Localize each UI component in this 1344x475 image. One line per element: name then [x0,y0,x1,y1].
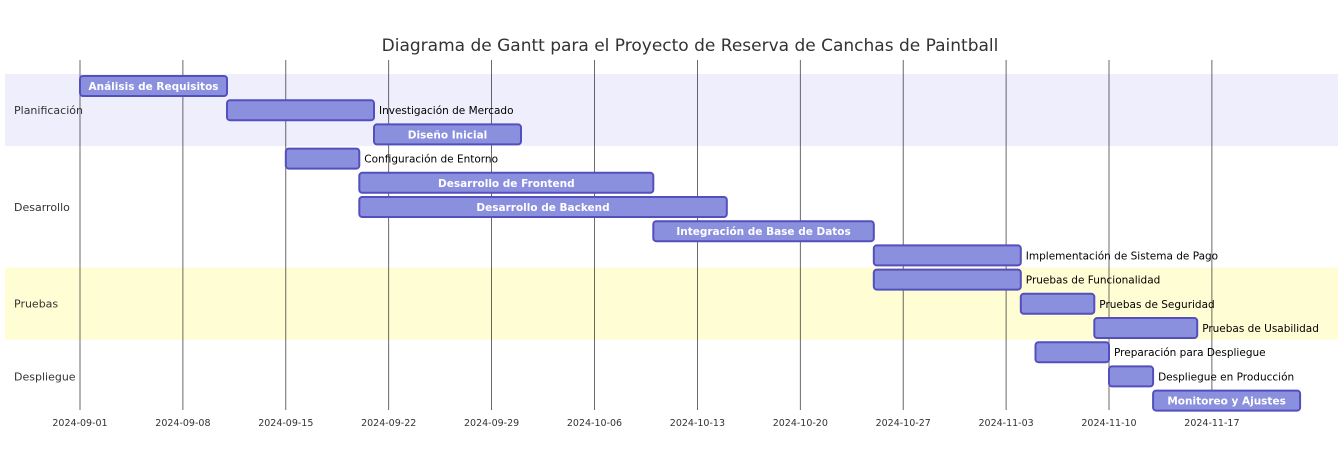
task-bars: Análisis de Requisitos Investigación de M… [79,75,1319,412]
x-tick-label-2024-10-20: 2024-10-20 [773,418,828,429]
task-bar-integracion-de-base-de-datos [652,220,875,243]
task-label-preparacion-para-despliegue: Preparación para Despliegue [1114,347,1266,359]
task-bar-pruebas-de-usabilidad [1093,317,1199,339]
task-bar-analisis-de-requisitos [79,75,228,97]
x-tick-label-2024-09-22: 2024-09-22 [361,418,416,429]
task-label-pruebas-de-funcionalidad: Pruebas de Funcionalidad [1026,275,1161,287]
x-tick-label-2024-11-03: 2024-11-03 [978,418,1033,429]
section-label-desarrollo: Desarrollo [14,201,70,214]
section-label-pruebas: Pruebas [14,298,58,311]
task-bar-monitoreo-y-ajustes [1152,389,1302,412]
task-label-monitoreo-y-ajustes: Monitoreo y Ajustes [1167,396,1285,408]
task-label-pruebas-de-usabilidad: Pruebas de Usabilidad [1202,323,1319,335]
task-label-configuracion-de-entorno: Configuración de Entorno [364,154,498,166]
x-tick-label-2024-10-13: 2024-10-13 [670,418,725,429]
task-bar-pruebas-de-funcionalidad [872,268,1022,291]
task-bar-despliegue-en-produccion [1108,365,1155,388]
x-tick-label-2024-09-29: 2024-09-29 [464,418,519,429]
task-bar-diseno-inicial [373,123,522,146]
x-tick-label-2024-09-15: 2024-09-15 [258,418,313,429]
task-bar-desarrollo-de-frontend [358,171,655,194]
section-label-despliegue: Despliegue [14,370,76,383]
task-bar-preparacion-para-despliegue [1034,341,1110,364]
section-label-planificacion: Planificación [14,104,83,117]
task-bar-pruebas-de-seguridad [1019,292,1096,315]
task-label-implementacion-de-sistema-de-pago: Implementación de Sistema de Pago [1026,250,1218,262]
section-backgrounds [5,74,1338,413]
section-labels: Planificación Desarrollo Pruebas Despliegue [14,104,83,383]
x-tick-label-2024-10-27: 2024-10-27 [876,418,931,429]
x-tick-label-2024-10-06: 2024-10-06 [567,418,622,429]
task-bar-desarrollo-de-backend [358,196,728,218]
task-bar-configuracion-de-entorno [284,147,361,170]
x-tick-label-2024-09-08: 2024-09-08 [155,418,210,429]
task-label-analisis-de-requisitos: Análisis de Requisitos [88,81,218,93]
x-tick-label-2024-11-10: 2024-11-10 [1081,418,1136,429]
task-label-despliegue-en-produccion: Despliegue en Producción [1158,371,1294,383]
task-bar-investigacion-de-mercado [226,99,375,122]
task-label-investigacion-de-mercado: Investigación de Mercado [379,105,514,117]
task-label-diseno-inicial: Diseño Inicial [408,129,488,141]
task-label-desarrollo-de-frontend: Desarrollo de Frontend [438,178,575,190]
x-axis-ticks: 2024-09-01 2024-09-08 2024-09-15 2024-09-22… [52,418,1239,429]
task-bar-implementacion-de-sistema-de-pago [872,244,1022,267]
task-label-pruebas-de-seguridad: Pruebas de Seguridad [1099,299,1214,311]
x-tick-label-2024-11-17: 2024-11-17 [1184,418,1239,429]
x-tick-label-2024-09-01: 2024-09-01 [52,418,107,429]
chart-title: Diagrama de Gantt para el Proyecto de Re… [382,36,999,56]
task-label-integracion-de-base-de-datos: Integración de Base de Datos [676,226,850,238]
task-label-desarrollo-de-backend: Desarrollo de Backend [476,202,609,214]
